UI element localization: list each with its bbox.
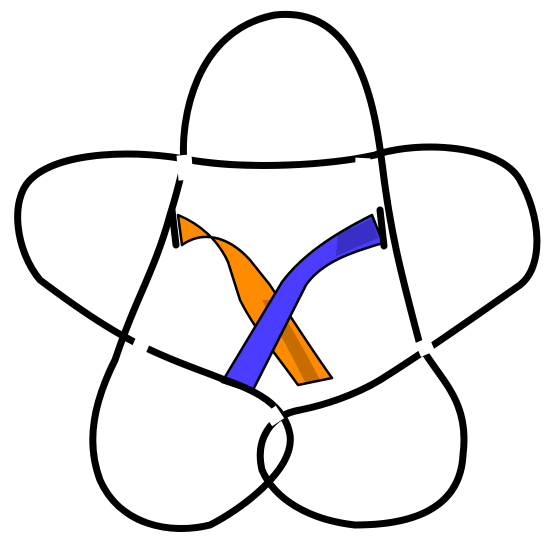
blue-band-shadow [336,218,378,256]
crossing-gap-lower-right [415,337,435,357]
band-ends [168,206,388,250]
knot-curve [14,10,541,533]
band-end-left [168,206,180,249]
crossing-gap-lower-left [131,335,151,355]
crossing-gaps [131,154,435,427]
crossing-gap-bottom-loop [263,405,285,427]
band-end-right [376,206,388,250]
blue-band-shape [220,213,385,394]
crossing-gap-top-left [176,154,194,181]
crossing-gap-top-right [354,157,371,181]
orange-band-shape [176,213,334,387]
blue-band [220,213,385,394]
